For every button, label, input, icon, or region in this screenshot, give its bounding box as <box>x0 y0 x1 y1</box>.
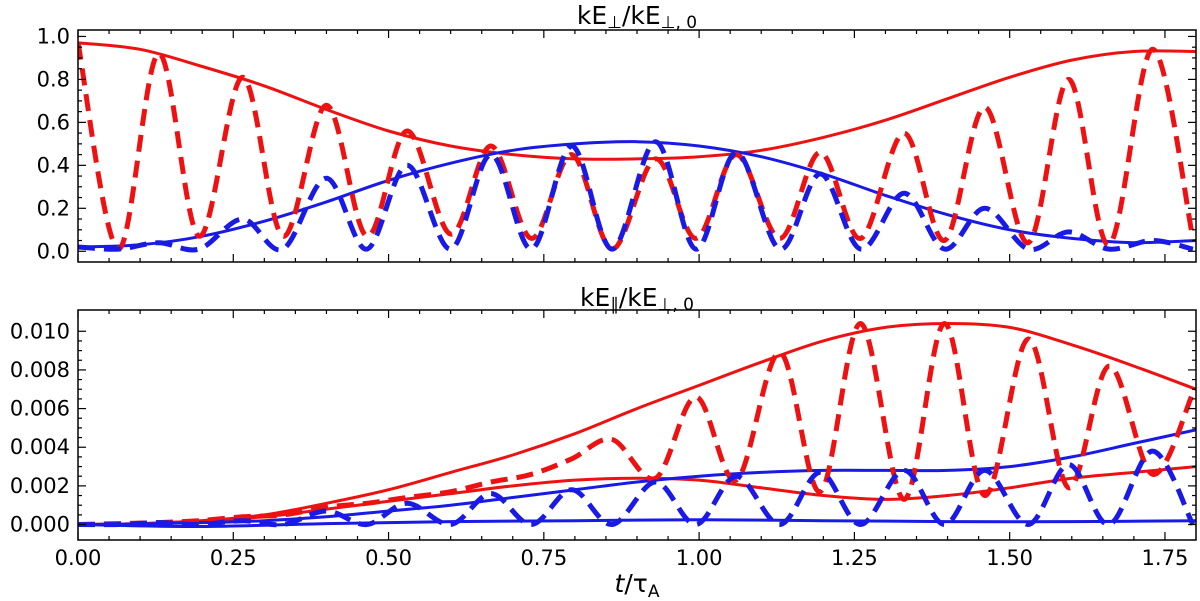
y-tick-label: 0.004 <box>10 435 70 459</box>
x-tick-label: 0.25 <box>210 546 257 570</box>
y-tick-label: 0.010 <box>10 319 70 343</box>
x-axis-label: t/τA <box>615 569 660 601</box>
series-group <box>78 320 1196 529</box>
plot-frame <box>77 309 1197 541</box>
series-blue-solid-1 <box>78 140 1196 249</box>
series-red-solid-0 <box>78 322 1196 526</box>
y-tick-label: 0.008 <box>10 358 70 382</box>
series-blue-dashed-5 <box>78 448 1196 528</box>
series-group <box>78 41 1196 253</box>
y-tick-label: 0.4 <box>37 153 70 177</box>
x-tick-label: 1.25 <box>831 546 878 570</box>
series-red-dashed-4 <box>78 320 1196 527</box>
x-tick-label: 0.00 <box>55 546 102 570</box>
x-tick-label: 1.50 <box>986 546 1033 570</box>
series-red-dashed-2 <box>78 42 1196 252</box>
y-tick-label: 0.0 <box>37 239 70 263</box>
series-blue-solid-2 <box>78 428 1196 526</box>
y-tick-label: 0.6 <box>37 110 70 134</box>
y-tick-label: 0.002 <box>10 474 70 498</box>
y-tick-label: 0.000 <box>10 513 70 537</box>
panel-top-title: kE⊥/kE⊥, 0 <box>577 1 697 33</box>
series-red-solid-0 <box>78 41 1196 161</box>
x-tick-label: 1.75 <box>1142 546 1189 570</box>
panel-bottom: kE∥/kE⊥, 0 0.0000.0020.0040.0060.0080.01… <box>10 283 1197 570</box>
y-tick-label: 0.006 <box>10 397 70 421</box>
y-tick-label: 0.8 <box>37 67 70 91</box>
x-tick-label: 1.00 <box>676 546 723 570</box>
y-tick-label: 0.2 <box>37 196 70 220</box>
series-blue-dashed-3 <box>78 139 1194 253</box>
x-tick-label: 0.75 <box>520 546 567 570</box>
x-tick-label: 0.50 <box>365 546 412 570</box>
y-tick-label: 1.0 <box>37 24 70 48</box>
panel-top: kE⊥/kE⊥, 0 0.0 0.2 0.4 0.6 0.8 1.0 <box>37 1 1197 263</box>
